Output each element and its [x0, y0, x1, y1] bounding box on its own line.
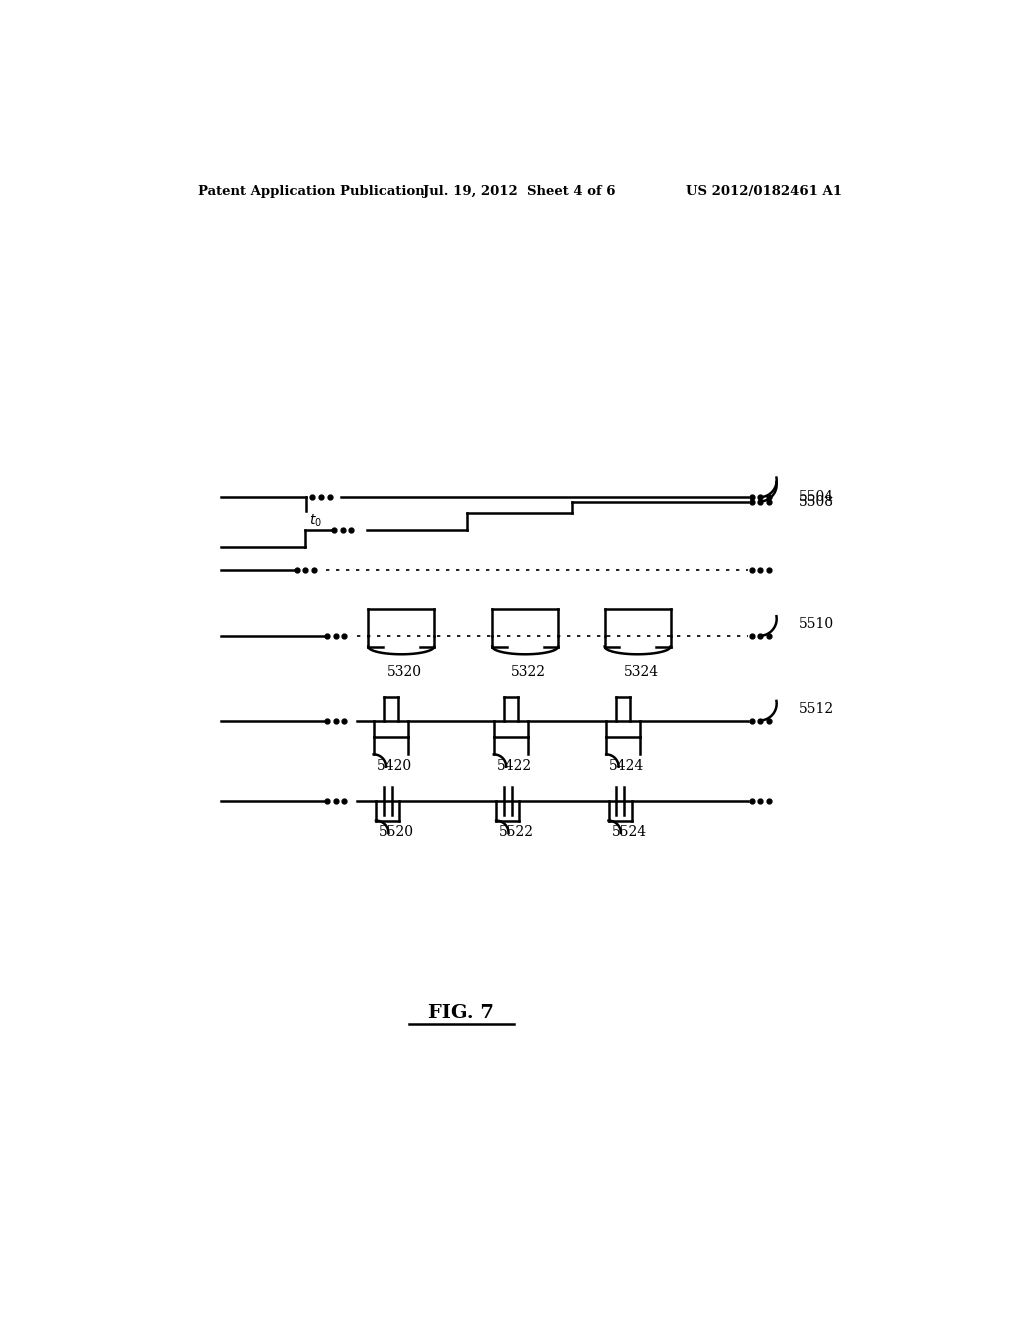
- Text: US 2012/0182461 A1: US 2012/0182461 A1: [686, 185, 842, 198]
- Text: 5322: 5322: [511, 665, 546, 678]
- Text: 5320: 5320: [387, 665, 422, 678]
- Text: 5422: 5422: [497, 759, 532, 774]
- Text: Patent Application Publication: Patent Application Publication: [198, 185, 425, 198]
- Text: 5324: 5324: [624, 665, 658, 678]
- Text: 5522: 5522: [500, 825, 535, 840]
- Text: 5508: 5508: [799, 495, 834, 508]
- Text: 5520: 5520: [379, 825, 414, 840]
- Text: $t_0$: $t_0$: [309, 512, 323, 529]
- Text: FIG. 7: FIG. 7: [428, 1005, 495, 1022]
- Text: 5420: 5420: [377, 759, 412, 774]
- Text: 5512: 5512: [799, 702, 834, 715]
- Text: Jul. 19, 2012  Sheet 4 of 6: Jul. 19, 2012 Sheet 4 of 6: [423, 185, 615, 198]
- Text: 5524: 5524: [611, 825, 647, 840]
- Text: 5424: 5424: [609, 759, 644, 774]
- Text: 5510: 5510: [799, 618, 834, 631]
- Text: 5504: 5504: [799, 490, 834, 504]
